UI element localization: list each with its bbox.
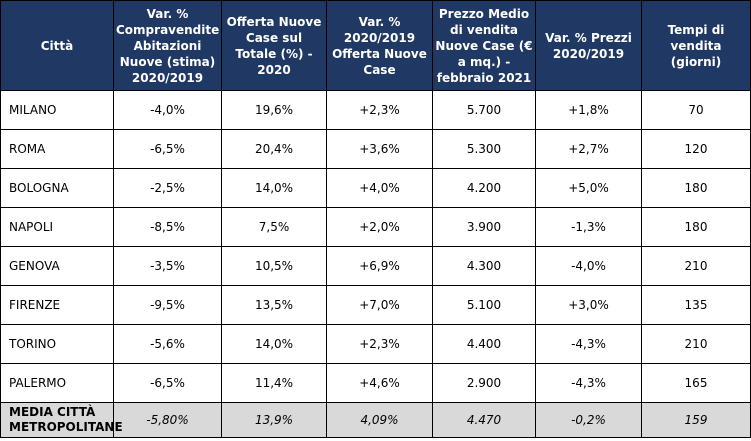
- average-sales-change: -5,80%: [113, 402, 222, 438]
- price-cell: 3.900: [432, 207, 536, 247]
- offer-change-cell: +2,3%: [326, 324, 433, 364]
- header-average-price: Prezzo Medio di vendita Nuove Case (€ a …: [432, 0, 536, 91]
- city-cell: BOLOGNA: [0, 168, 114, 208]
- table-row: NAPOLI -8,5% 7,5% +2,0% 3.900 -1,3% 180: [0, 207, 751, 247]
- offer-share-cell: 7,5%: [221, 207, 327, 247]
- sales-change-cell: -3,5%: [113, 246, 222, 286]
- table-row: GENOVA -3,5% 10,5% +6,9% 4.300 -4,0% 210: [0, 246, 751, 286]
- sales-change-cell: -6,5%: [113, 129, 222, 169]
- offer-change-cell: +2,3%: [326, 90, 433, 130]
- table-row: FIRENZE -9,5% 13,5% +7,0% 5.100 +3,0% 13…: [0, 285, 751, 325]
- price-change-cell: -4,0%: [535, 246, 642, 286]
- average-price-change: -0,2%: [535, 402, 642, 438]
- average-offer-change: 4,09%: [326, 402, 433, 438]
- offer-share-cell: 13,5%: [221, 285, 327, 325]
- offer-change-cell: +4,6%: [326, 363, 433, 403]
- offer-change-cell: +7,0%: [326, 285, 433, 325]
- city-cell: NAPOLI: [0, 207, 114, 247]
- price-cell: 5.100: [432, 285, 536, 325]
- offer-share-cell: 14,0%: [221, 168, 327, 208]
- offer-share-cell: 19,6%: [221, 90, 327, 130]
- price-change-cell: +5,0%: [535, 168, 642, 208]
- table-row: ROMA -6,5% 20,4% +3,6% 5.300 +2,7% 120: [0, 129, 751, 169]
- average-row: MEDIA CITTÀ METROPOLITANE -5,80% 13,9% 4…: [0, 402, 751, 438]
- sales-change-cell: -8,5%: [113, 207, 222, 247]
- price-change-cell: +1,8%: [535, 90, 642, 130]
- header-new-offer-share: Offerta Nuove Case sul Totale (%) - 2020: [221, 0, 327, 91]
- price-change-cell: +3,0%: [535, 285, 642, 325]
- city-cell: TORINO: [0, 324, 114, 364]
- price-cell: 4.200: [432, 168, 536, 208]
- price-change-cell: +2,7%: [535, 129, 642, 169]
- city-cell: FIRENZE: [0, 285, 114, 325]
- header-city: Città: [0, 0, 114, 91]
- price-cell: 4.400: [432, 324, 536, 364]
- selling-time-cell: 210: [641, 324, 751, 364]
- average-offer-share: 13,9%: [221, 402, 327, 438]
- selling-time-cell: 70: [641, 90, 751, 130]
- sales-change-cell: -4,0%: [113, 90, 222, 130]
- price-change-cell: -4,3%: [535, 324, 642, 364]
- selling-time-cell: 210: [641, 246, 751, 286]
- price-cell: 5.700: [432, 90, 536, 130]
- header-selling-time: Tempi di vendita (giorni): [641, 0, 751, 91]
- average-price: 4.470: [432, 402, 536, 438]
- offer-change-cell: +2,0%: [326, 207, 433, 247]
- price-cell: 5.300: [432, 129, 536, 169]
- average-selling-time: 159: [641, 402, 751, 438]
- offer-change-cell: +4,0%: [326, 168, 433, 208]
- table-row: TORINO -5,6% 14,0% +2,3% 4.400 -4,3% 210: [0, 324, 751, 364]
- table-row: MILANO -4,0% 19,6% +2,3% 5.700 +1,8% 70: [0, 90, 751, 130]
- header-row: Città Var. % Compravendite Abitazioni Nu…: [0, 0, 751, 91]
- offer-share-cell: 14,0%: [221, 324, 327, 364]
- sales-change-cell: -2,5%: [113, 168, 222, 208]
- selling-time-cell: 135: [641, 285, 751, 325]
- sales-change-cell: -6,5%: [113, 363, 222, 403]
- city-cell: ROMA: [0, 129, 114, 169]
- sales-change-cell: -5,6%: [113, 324, 222, 364]
- price-cell: 4.300: [432, 246, 536, 286]
- price-change-cell: -4,3%: [535, 363, 642, 403]
- header-price-change: Var. % Prezzi 2020/2019: [535, 0, 642, 91]
- table-row: PALERMO -6,5% 11,4% +4,6% 2.900 -4,3% 16…: [0, 363, 751, 403]
- city-cell: GENOVA: [0, 246, 114, 286]
- selling-time-cell: 180: [641, 168, 751, 208]
- offer-share-cell: 11,4%: [221, 363, 327, 403]
- city-cell: PALERMO: [0, 363, 114, 403]
- city-cell: MILANO: [0, 90, 114, 130]
- offer-change-cell: +6,9%: [326, 246, 433, 286]
- price-cell: 2.900: [432, 363, 536, 403]
- selling-time-cell: 180: [641, 207, 751, 247]
- offer-share-cell: 20,4%: [221, 129, 327, 169]
- selling-time-cell: 165: [641, 363, 751, 403]
- offer-change-cell: +3,6%: [326, 129, 433, 169]
- price-change-cell: -1,3%: [535, 207, 642, 247]
- header-sales-change: Var. % Compravendite Abitazioni Nuove (s…: [113, 0, 222, 91]
- selling-time-cell: 120: [641, 129, 751, 169]
- table-row: BOLOGNA -2,5% 14,0% +4,0% 4.200 +5,0% 18…: [0, 168, 751, 208]
- average-label: MEDIA CITTÀ METROPOLITANE: [0, 402, 123, 438]
- header-offer-change: Var. % 2020/2019 Offerta Nuove Case: [326, 0, 433, 91]
- offer-share-cell: 10,5%: [221, 246, 327, 286]
- sales-change-cell: -9,5%: [113, 285, 222, 325]
